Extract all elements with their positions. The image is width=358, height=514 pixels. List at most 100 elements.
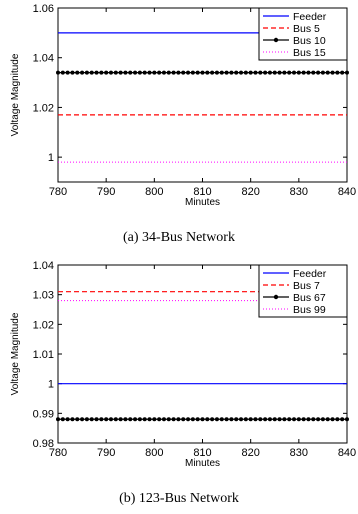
- data-point: [166, 417, 171, 422]
- y-tick-label: 0.99: [33, 408, 54, 420]
- data-point: [239, 70, 244, 75]
- data-point: [142, 417, 147, 422]
- data-point: [320, 70, 325, 75]
- x-tick-label: 830: [290, 186, 308, 198]
- series-bus-10: [56, 70, 349, 75]
- data-point: [108, 70, 113, 75]
- data-point: [340, 417, 345, 422]
- data-point: [70, 417, 75, 422]
- series-bus-67: [56, 417, 349, 422]
- data-point: [277, 70, 282, 75]
- data-point: [157, 417, 162, 422]
- data-point: [311, 417, 316, 422]
- data-point: [292, 70, 297, 75]
- data-point: [287, 70, 292, 75]
- data-point: [171, 70, 176, 75]
- data-point: [335, 70, 340, 75]
- data-point: [133, 417, 138, 422]
- data-point: [330, 70, 335, 75]
- data-point: [253, 70, 258, 75]
- legend-label: Feeder: [293, 268, 327, 280]
- chart-34-bus: 780 790 800 810 820 830 840 1 1.02 1.04 1.06 Minute…: [10, 3, 356, 208]
- data-point: [214, 70, 219, 75]
- data-point: [248, 417, 253, 422]
- data-point: [190, 417, 195, 422]
- data-point: [80, 417, 85, 422]
- data-point: [306, 417, 311, 422]
- data-point: [157, 70, 162, 75]
- legend-box: [258, 7, 348, 61]
- data-point: [267, 417, 272, 422]
- data-point: [152, 70, 157, 75]
- data-point: [142, 70, 147, 75]
- data-point: [248, 70, 253, 75]
- data-point: [311, 70, 316, 75]
- data-point: [243, 417, 248, 422]
- data-point: [118, 70, 123, 75]
- data-point: [181, 70, 186, 75]
- data-point: [345, 70, 349, 75]
- data-point: [224, 417, 229, 422]
- data-point: [60, 417, 65, 422]
- data-point: [104, 417, 109, 422]
- data-point: [229, 70, 234, 75]
- legend-label: Bus 99: [293, 304, 326, 316]
- data-point: [258, 70, 263, 75]
- data-point: [128, 70, 133, 75]
- legend-label: Bus 67: [293, 292, 326, 304]
- data-point: [301, 70, 306, 75]
- x-axis-label: Minutes: [185, 197, 220, 208]
- data-point: [243, 70, 248, 75]
- data-point: [171, 417, 176, 422]
- data-point: [345, 417, 349, 422]
- y-tick-label: 1.01: [33, 349, 54, 361]
- x-tick-label: 790: [97, 186, 115, 198]
- y-tick-label: 1.04: [33, 53, 54, 65]
- data-point: [84, 70, 89, 75]
- data-point: [123, 70, 128, 75]
- caption-123-bus: (b) 123-Bus Network: [119, 491, 239, 506]
- data-point: [200, 70, 205, 75]
- data-point: [60, 70, 65, 75]
- data-point: [316, 70, 321, 75]
- data-point: [65, 417, 70, 422]
- data-point: [133, 70, 138, 75]
- y-tick-label: 1: [48, 379, 54, 391]
- y-tick-label: 1.03: [33, 290, 54, 302]
- chart-panel-34-bus: 780 790 800 810 820 830 840 1 1.02 1.04 1.06 Minute…: [10, 3, 356, 245]
- x-tick-label: 780: [49, 447, 67, 459]
- legend-marker: [273, 294, 279, 300]
- data-point: [147, 417, 152, 422]
- data-point: [234, 70, 239, 75]
- x-tick-label: 790: [97, 447, 115, 459]
- data-point: [65, 70, 70, 75]
- data-point: [113, 417, 118, 422]
- data-point: [104, 70, 109, 75]
- data-point: [75, 417, 80, 422]
- data-point: [128, 417, 133, 422]
- data-point: [108, 417, 113, 422]
- data-point: [123, 417, 128, 422]
- data-point: [176, 417, 181, 422]
- data-point: [56, 70, 60, 75]
- data-point: [176, 70, 181, 75]
- data-point: [186, 417, 191, 422]
- data-point: [195, 417, 200, 422]
- data-point: [89, 417, 94, 422]
- data-point: [263, 417, 268, 422]
- legend-label: Bus 10: [293, 35, 326, 47]
- legend-box: [258, 264, 348, 318]
- data-point: [287, 417, 292, 422]
- data-point: [335, 417, 340, 422]
- data-point: [94, 70, 99, 75]
- x-tick-label: 810: [193, 186, 211, 198]
- x-tick-label: 810: [193, 447, 211, 459]
- x-tick-label: 800: [145, 186, 163, 198]
- data-point: [186, 70, 191, 75]
- chart-123-bus: 780 790 800 810 820 830 840 0.98 0.99 1 1.01 1.02 1.…: [10, 260, 356, 469]
- data-point: [219, 417, 224, 422]
- data-point: [75, 70, 80, 75]
- data-point: [99, 417, 104, 422]
- chart-panel-123-bus: 780 790 800 810 820 830 840 0.98 0.99 1 1.01 1.02 1.…: [0, 257, 358, 514]
- legend-label: Bus 7: [293, 280, 320, 292]
